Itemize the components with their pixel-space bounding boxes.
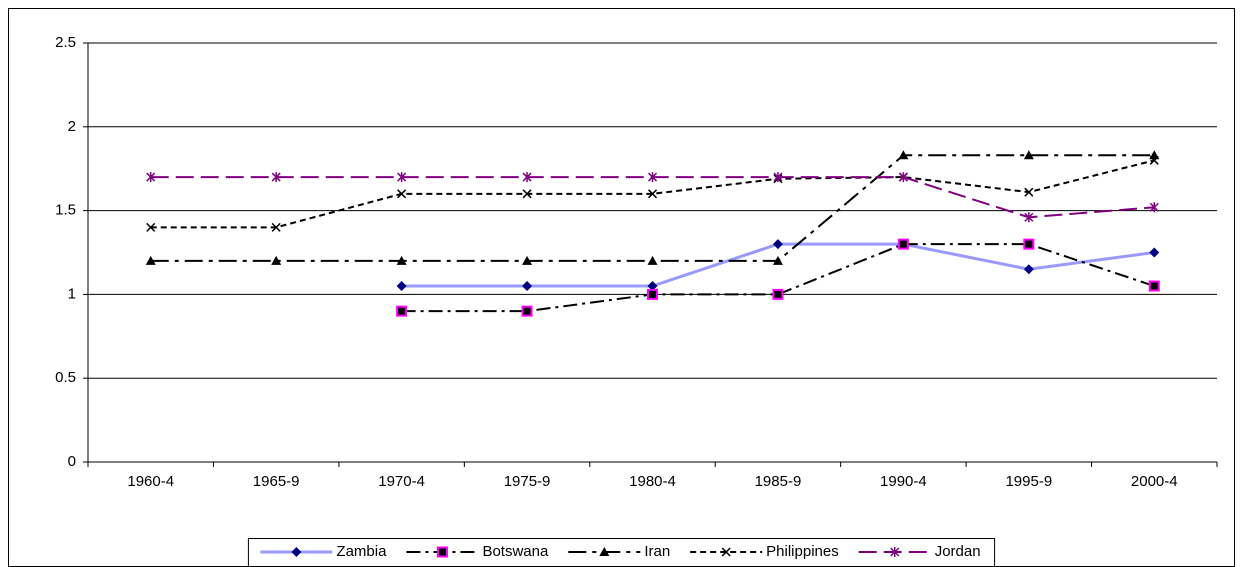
marker: [1023, 150, 1034, 160]
marker: [396, 281, 407, 292]
y-tick-label: 1.5: [55, 202, 76, 219]
marker: [1149, 247, 1160, 258]
marker: [1024, 187, 1034, 197]
marker: [436, 546, 448, 558]
legend-label: Philippines: [766, 543, 839, 560]
marker: [145, 255, 156, 265]
series-line: [150, 159, 1155, 229]
marker: [721, 547, 731, 557]
y-tick-label: 0.5: [55, 369, 76, 386]
legend-label: Zambia: [336, 543, 387, 560]
y-tick-label: 1: [68, 285, 76, 302]
marker: [521, 305, 533, 317]
marker: [599, 547, 610, 556]
x-tick-label: 1995-9: [1005, 473, 1052, 490]
marker: [271, 222, 281, 232]
marker: [772, 288, 784, 300]
marker: [522, 189, 532, 199]
marker: [397, 189, 407, 199]
x-tick-label: 1970-4: [378, 473, 425, 490]
marker: [647, 189, 658, 199]
marker: [772, 255, 783, 265]
marker: [396, 255, 407, 265]
marker: [890, 547, 900, 557]
y-tick-label: 2.5: [55, 34, 76, 51]
x-tick-label: 2000-4: [1131, 473, 1178, 490]
marker: [1149, 155, 1159, 165]
marker: [772, 239, 783, 250]
marker: [897, 238, 909, 250]
marker: [647, 255, 658, 265]
marker: [522, 172, 532, 183]
marker: [1148, 280, 1160, 292]
marker: [1023, 264, 1034, 275]
legend-label: Botswana: [482, 543, 549, 560]
marker: [522, 255, 533, 265]
marker: [898, 150, 909, 160]
x-tick-label: 1980-4: [629, 473, 676, 490]
x-tick-label: 1975-9: [504, 473, 551, 490]
legend: Zambia Botswana Iran Philippines Jordan: [247, 538, 996, 567]
legend-label: Iran: [644, 543, 670, 560]
marker: [271, 172, 281, 183]
marker: [396, 305, 408, 317]
x-tick-label: 1990-4: [880, 473, 927, 490]
marker: [1149, 202, 1159, 213]
marker: [522, 281, 533, 292]
marker: [647, 172, 658, 183]
marker: [146, 222, 156, 232]
y-tick-label: 2: [68, 118, 76, 135]
x-tick-label: 1960-4: [127, 473, 174, 490]
x-tick-label: 1985-9: [755, 473, 802, 490]
marker: [271, 255, 282, 265]
marker: [773, 172, 783, 183]
marker: [898, 172, 908, 183]
y-tick-label: 0: [68, 453, 76, 470]
marker: [647, 281, 658, 292]
marker: [647, 288, 658, 300]
legend-label: Jordan: [935, 543, 981, 560]
marker: [291, 547, 302, 557]
marker: [1024, 212, 1034, 223]
marker: [397, 172, 407, 183]
marker: [1023, 238, 1035, 250]
x-tick-label: 1965-9: [253, 473, 300, 490]
marker: [146, 172, 156, 183]
